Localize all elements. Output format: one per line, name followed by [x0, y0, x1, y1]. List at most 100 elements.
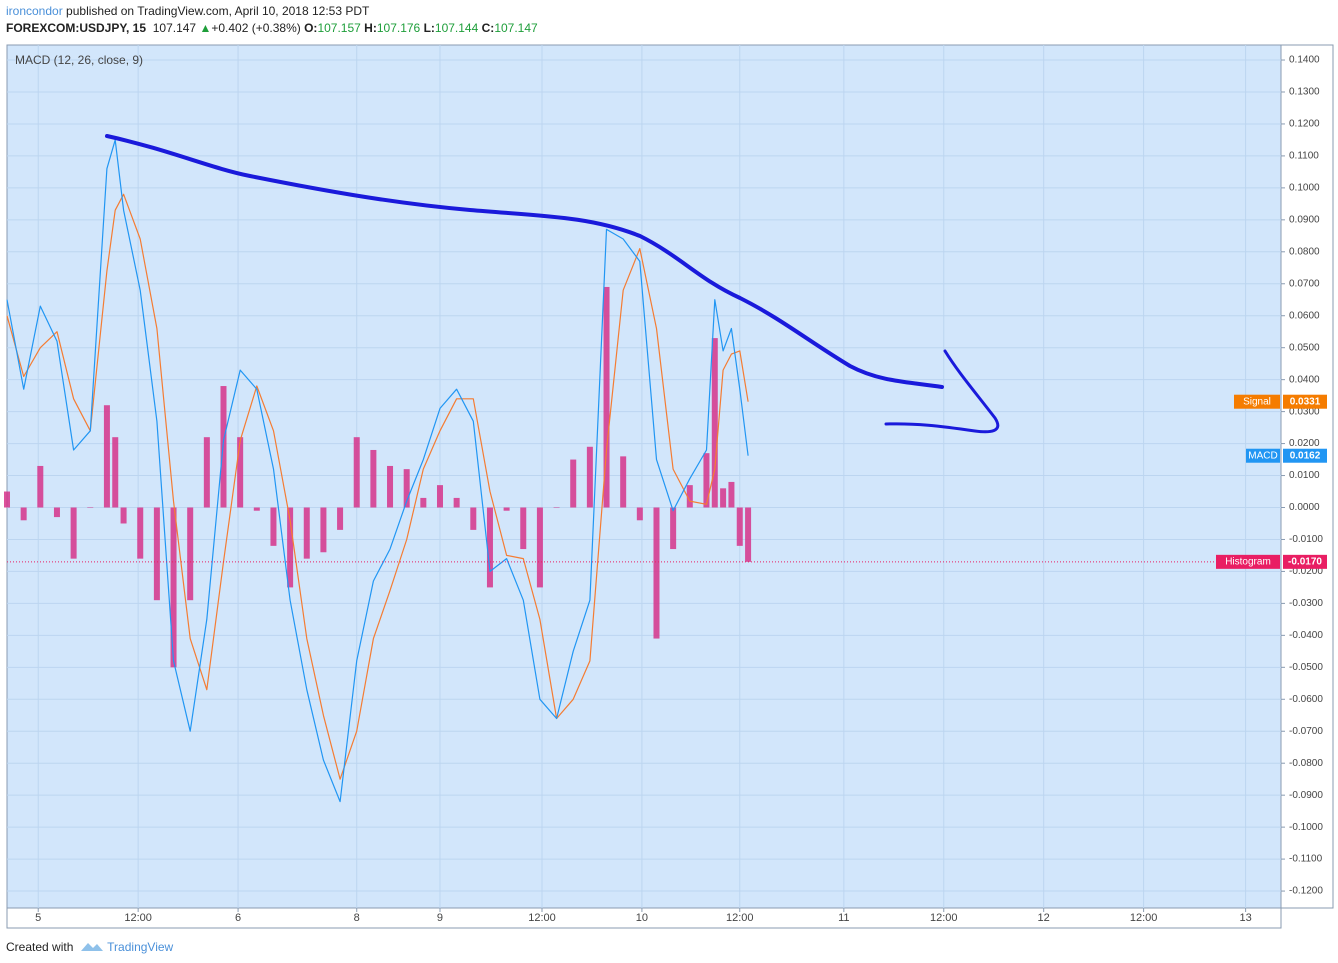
- histogram-bar: [112, 437, 119, 508]
- y-tick-label: -0.0600: [1289, 694, 1323, 705]
- y-tick-label: 0.1400: [1289, 55, 1320, 66]
- histogram-bar: [728, 481, 735, 508]
- histogram-bar: [703, 453, 710, 508]
- y-tick-label: 0.0900: [1289, 214, 1320, 225]
- histogram-bar: [420, 497, 427, 508]
- y-tick-label: 0.0400: [1289, 374, 1320, 385]
- x-tick-label: 12:00: [930, 912, 958, 924]
- series-name-tag: [1246, 448, 1280, 463]
- histogram-bar: [403, 469, 410, 508]
- histogram-bar: [187, 507, 194, 601]
- value-tag: [1283, 448, 1327, 463]
- histogram-bar: [436, 485, 443, 508]
- histogram-bar: [670, 507, 677, 550]
- x-tick-label: 12: [1038, 912, 1050, 924]
- value-tag-label: 0.0162: [1290, 450, 1321, 461]
- histogram-bar: [270, 507, 277, 546]
- ohlc-label: L:: [423, 21, 435, 35]
- price-axis: [1280, 44, 1334, 909]
- created-with: Created with: [6, 940, 74, 954]
- chart: 0.1400 0.1300 0.1200 0.1100 0.1000 0.0900 0.08…: [4, 44, 1334, 929]
- histogram-bar: [553, 507, 560, 509]
- publish-line: ironcondor published on TradingView.com,…: [6, 3, 538, 20]
- y-tick-label: -0.1200: [1289, 886, 1323, 897]
- price: 107.147: [152, 21, 197, 35]
- series-line: [6, 193, 749, 780]
- y-tick-label: 0.0000: [1289, 502, 1320, 513]
- histogram-bar: [486, 507, 493, 588]
- y-tick-label: -0.0700: [1289, 726, 1323, 737]
- brand[interactable]: TradingView: [107, 940, 174, 954]
- y-tick-label: -0.0400: [1289, 630, 1323, 641]
- value-tag: [1283, 554, 1327, 569]
- grid: 0.1400 0.1300 0.1200 0.1100 0.1000 0.0900 0.08…: [7, 45, 1323, 924]
- histogram-bar: [745, 507, 752, 562]
- quote-line: FOREXCOM:USDJPY, 15 107.147 ▲+0.402 (+0.…: [6, 20, 538, 37]
- author[interactable]: ironcondor: [6, 4, 63, 18]
- histogram-bar: [37, 465, 44, 508]
- histogram-bar: [603, 286, 610, 508]
- y-tick-label: 0.0500: [1289, 342, 1320, 353]
- x-tick-label: 11: [838, 912, 849, 924]
- y-tick-label: 0.0600: [1289, 310, 1320, 321]
- drawn-trend-line: [105, 134, 944, 389]
- y-tick-label: -0.1000: [1289, 822, 1323, 833]
- plot-background: [6, 44, 1282, 909]
- time-axis: [6, 907, 1282, 929]
- histogram-bar: [470, 507, 477, 530]
- header: ironcondor published on TradingView.com,…: [6, 3, 538, 37]
- y-tick-label: -0.1100: [1289, 854, 1323, 865]
- histogram-bar: [153, 507, 160, 601]
- y-tick-label: 0.0700: [1289, 278, 1320, 289]
- series-name: Histogram: [1225, 556, 1271, 567]
- indicator-title: MACD (12, 26, close, 9): [15, 53, 143, 67]
- histogram-bar: [370, 449, 377, 508]
- x-tick-label: 9: [437, 912, 443, 924]
- histogram-bar: [570, 459, 577, 508]
- histogram-bar: [87, 507, 94, 509]
- series-line: [6, 139, 749, 803]
- x-tick-label: 10: [636, 912, 648, 924]
- x-tick-label: 8: [354, 912, 360, 924]
- histogram-bar: [120, 507, 127, 524]
- histogram-bar: [387, 465, 394, 508]
- histogram-bar: [636, 507, 643, 521]
- histogram-bar: [4, 491, 10, 508]
- histogram-bar: [520, 507, 527, 550]
- histogram-bar: [711, 338, 718, 508]
- histogram-bar: [353, 437, 360, 508]
- series-name: Signal: [1243, 396, 1271, 407]
- y-tick-label: 0.0100: [1289, 470, 1320, 481]
- x-tick-label: 12:00: [1130, 912, 1158, 924]
- marks: [4, 139, 752, 803]
- x-tick-label: 12:00: [124, 912, 152, 924]
- histogram-bar: [303, 507, 310, 559]
- histogram-bar: [686, 485, 693, 508]
- ohlc-label: H:: [364, 21, 377, 35]
- histogram-bar: [503, 507, 510, 511]
- histogram-bar: [320, 507, 327, 553]
- histogram-bar: [103, 405, 110, 508]
- series-name-tag: [1234, 394, 1280, 409]
- change: +0.402 (+0.38%): [211, 21, 301, 35]
- histogram-bar: [253, 507, 260, 511]
- value-tag-label: -0.0170: [1288, 556, 1322, 567]
- y-tick-label: 0.1000: [1289, 183, 1320, 194]
- value-tag: [1283, 394, 1327, 409]
- x-tick-label: 6: [235, 912, 241, 924]
- ohlc-value: 107.157: [317, 21, 361, 35]
- histogram-bar: [203, 437, 210, 508]
- y-tick-label: 0.0200: [1289, 438, 1320, 449]
- histogram-bar: [287, 507, 294, 588]
- x-tick-label: 5: [35, 912, 41, 924]
- y-tick-label: -0.0500: [1289, 662, 1323, 673]
- histogram-bar: [53, 507, 60, 518]
- y-tick-label: 0.1300: [1289, 87, 1320, 98]
- ohlc-value: 107.144: [434, 21, 479, 35]
- histogram-bar: [736, 507, 743, 546]
- x-tick-label: 12:00: [726, 912, 754, 924]
- ohlc-label: O:: [304, 21, 318, 35]
- y-tick-label: -0.0300: [1289, 598, 1323, 609]
- histogram-bar: [653, 507, 660, 639]
